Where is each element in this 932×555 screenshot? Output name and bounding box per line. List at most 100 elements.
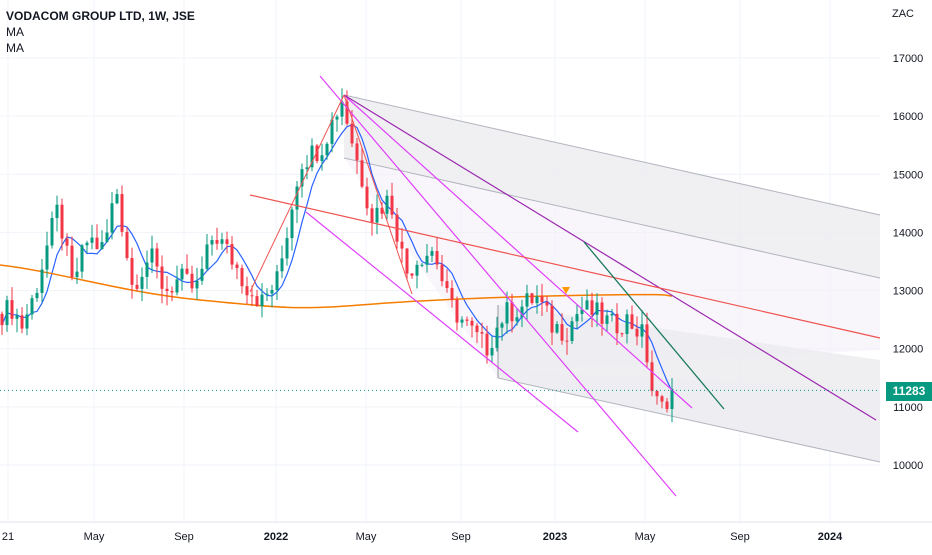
candle-body bbox=[300, 169, 304, 187]
price-axis[interactable]: 17000 16000 15000 14000 13000 12000 11000 10000 bbox=[893, 53, 924, 472]
candle-body bbox=[485, 333, 489, 356]
candle-body bbox=[100, 242, 104, 250]
candle-body bbox=[80, 245, 84, 272]
trendline-drawings bbox=[0, 75, 881, 497]
candle-body bbox=[265, 293, 269, 295]
ma-indicator-label-1[interactable]: MA bbox=[6, 25, 24, 39]
candle-body bbox=[545, 301, 549, 306]
candle-body bbox=[500, 323, 504, 328]
candle-body bbox=[490, 347, 494, 356]
time-axis[interactable]: 21 May Sep 2022 May Sep 2023 May Sep 2024 bbox=[0, 521, 932, 543]
red-trendline bbox=[249, 194, 881, 339]
candle-body bbox=[290, 209, 294, 239]
candle-body bbox=[660, 396, 664, 402]
upper-channel-band bbox=[344, 95, 880, 278]
candle-body bbox=[130, 258, 134, 285]
candle-body bbox=[245, 286, 249, 296]
candle-body bbox=[105, 232, 109, 243]
time-tick-label: 2023 bbox=[543, 531, 567, 543]
candle-body bbox=[575, 314, 579, 322]
candle-body bbox=[30, 298, 34, 315]
candle-body bbox=[310, 145, 314, 168]
symbol-title[interactable]: VODACOM GROUP LTD, 1W, JSE bbox=[6, 9, 195, 23]
candle-body bbox=[115, 194, 119, 204]
candle-body bbox=[125, 231, 129, 259]
candle-body bbox=[480, 332, 484, 334]
candle-body bbox=[270, 289, 274, 294]
candle-body bbox=[445, 281, 449, 289]
candle-body bbox=[190, 273, 194, 289]
candle-body bbox=[360, 160, 364, 187]
price-tick-label: 16000 bbox=[893, 111, 924, 123]
candle-body bbox=[565, 340, 569, 342]
candle-body bbox=[335, 116, 339, 120]
candle-body bbox=[255, 296, 259, 307]
candle-body bbox=[615, 313, 619, 334]
time-tick-label: Sep bbox=[451, 531, 471, 543]
candle-body bbox=[405, 248, 409, 274]
candle-body bbox=[155, 248, 159, 267]
candle-body bbox=[10, 300, 14, 319]
candle-body bbox=[225, 239, 229, 245]
candle-body bbox=[420, 264, 424, 266]
candle-body bbox=[585, 300, 589, 310]
candle-body bbox=[180, 268, 184, 280]
candle-body bbox=[215, 240, 219, 244]
candle-body bbox=[525, 293, 529, 307]
candle-body bbox=[110, 203, 114, 233]
candle-body bbox=[0, 313, 4, 326]
candle-body bbox=[555, 324, 559, 333]
last-price-badge: 11283 bbox=[886, 382, 932, 401]
candle-body bbox=[520, 306, 524, 318]
candle-body bbox=[185, 268, 189, 274]
candle-body bbox=[90, 237, 94, 243]
candle-body bbox=[350, 123, 354, 144]
candle-body bbox=[560, 324, 564, 341]
time-tick-label: Sep bbox=[730, 531, 750, 543]
candle-body bbox=[200, 268, 204, 281]
price-tick-label: 17000 bbox=[893, 53, 924, 65]
candle-body bbox=[325, 143, 329, 156]
ma-indicator-label-2[interactable]: MA bbox=[6, 41, 24, 55]
candle-body bbox=[455, 299, 459, 323]
candle-body bbox=[160, 266, 164, 289]
candle-body bbox=[665, 401, 669, 409]
candle-body bbox=[210, 240, 214, 245]
candle-body bbox=[20, 315, 24, 329]
candle-body bbox=[305, 167, 309, 170]
time-tick-label: May bbox=[356, 531, 377, 543]
candle-body bbox=[65, 238, 69, 246]
candle-body bbox=[645, 324, 649, 363]
candle-body bbox=[435, 251, 439, 265]
price-tick-label: 12000 bbox=[893, 344, 924, 356]
lower-channel-band bbox=[498, 305, 880, 462]
candle-body bbox=[470, 320, 474, 326]
candle-body bbox=[570, 321, 574, 342]
candle-body bbox=[40, 269, 44, 293]
candle-body bbox=[315, 145, 319, 161]
candle-body bbox=[535, 296, 539, 304]
red-fall-line bbox=[343, 94, 413, 295]
magenta-trendline-mid bbox=[343, 94, 693, 409]
candle-body bbox=[495, 327, 499, 348]
candle-body bbox=[175, 279, 179, 293]
candle-body bbox=[385, 195, 389, 214]
candle-body bbox=[450, 288, 454, 300]
candle-body bbox=[340, 101, 344, 117]
candle-body bbox=[465, 319, 469, 321]
candle-body bbox=[85, 242, 89, 246]
channel-bottom-line bbox=[497, 377, 881, 463]
price-tick-label: 11000 bbox=[893, 402, 923, 414]
candle-body bbox=[650, 362, 654, 392]
candle-body bbox=[475, 325, 479, 333]
candle-body bbox=[50, 218, 54, 246]
candle-body bbox=[60, 204, 64, 239]
candle-body bbox=[145, 262, 149, 277]
price-tick-label: 13000 bbox=[893, 286, 924, 298]
candle-body bbox=[285, 238, 289, 259]
candle-body bbox=[320, 155, 324, 161]
candle-body bbox=[425, 255, 429, 265]
red-rise-line bbox=[249, 94, 345, 293]
